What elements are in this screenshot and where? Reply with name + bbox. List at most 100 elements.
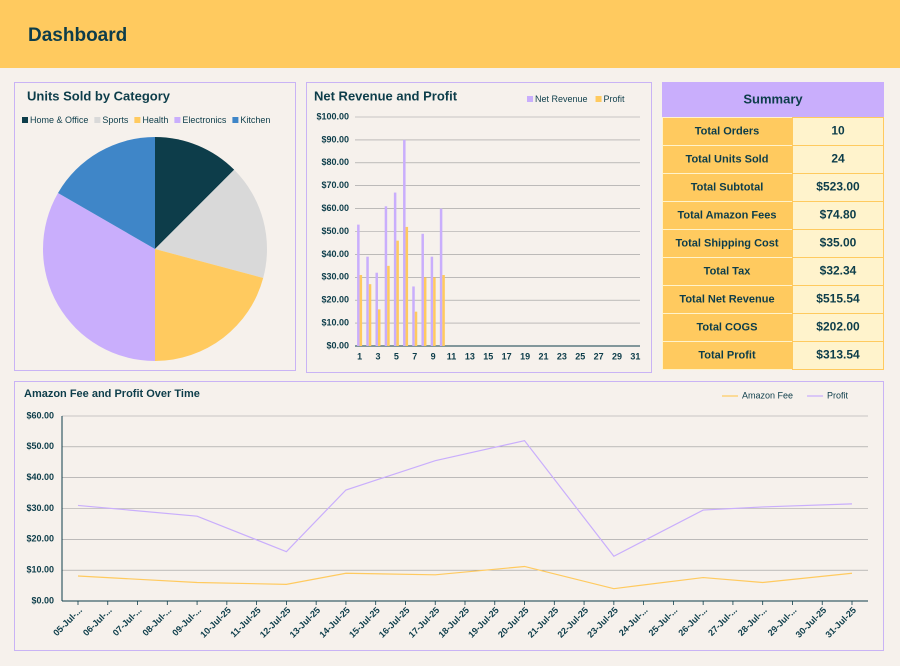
summary-value: 24 [831, 152, 845, 166]
legend-swatch [232, 117, 239, 123]
chart-title: Units Sold by Category [27, 88, 171, 103]
summary-label-cell [662, 285, 793, 314]
bar [433, 277, 436, 346]
x-tick-label: 11 [447, 351, 457, 361]
bar [414, 311, 418, 346]
legend-label: Health [142, 115, 168, 125]
summary-value-cell [792, 117, 884, 146]
bar [403, 139, 406, 346]
bar [442, 275, 445, 346]
summary-label: Total Units Sold [686, 153, 769, 165]
summary-label-cell [662, 173, 793, 202]
x-tick-label: 5 [394, 351, 399, 361]
summary-title: Summary [743, 91, 803, 106]
legend-label: Net Revenue [535, 94, 588, 104]
summary-value: $523.00 [816, 180, 860, 194]
x-tick-label: 31 [630, 351, 640, 361]
x-tick-label: 1 [357, 351, 362, 361]
summary-value-cell [792, 285, 884, 314]
pie-slice [43, 193, 156, 361]
bar [430, 256, 434, 346]
legend-label: Home & Office [30, 115, 88, 125]
bar [396, 240, 399, 346]
y-tick-label: $0.00 [31, 595, 54, 605]
pie-slice [155, 169, 267, 278]
y-tick-label: $20.00 [321, 295, 349, 305]
x-tick-label: 15 [483, 351, 493, 361]
bar [405, 226, 409, 346]
x-tick-label: 21 [538, 351, 548, 361]
panel [14, 381, 884, 651]
summary-value-cell [792, 257, 884, 286]
bar [357, 224, 360, 346]
y-tick-label: $40.00 [26, 472, 54, 482]
bar [359, 275, 363, 346]
summary-value-cell [792, 201, 884, 230]
summary-header [662, 82, 884, 117]
y-tick-label: $50.00 [26, 441, 54, 451]
line [77, 439, 853, 558]
x-tick-label: 3 [375, 351, 380, 361]
legend-label: Kitchen [240, 115, 270, 125]
summary-label: Total Net Revenue [679, 293, 774, 305]
summary-value-cell [792, 229, 884, 258]
bar [384, 206, 388, 346]
bar [412, 286, 415, 346]
y-tick-label: $100.00 [316, 111, 349, 121]
legend-swatch [22, 117, 28, 123]
x-tick-label: 23 [557, 351, 567, 361]
legend-swatch [595, 96, 602, 102]
summary-value-cell [792, 341, 884, 370]
header-title: Dashboard [28, 25, 127, 46]
bar [368, 284, 372, 346]
pie-slice [155, 249, 264, 361]
x-tick-label: 27 [594, 351, 604, 361]
summary-label: Total Amazon Fees [677, 209, 776, 221]
y-tick-label: $80.00 [321, 157, 349, 167]
pie-slice [155, 137, 235, 249]
bar [421, 233, 424, 346]
y-tick-label: $50.00 [321, 226, 349, 236]
bar [393, 192, 397, 346]
bar [423, 277, 427, 346]
summary-value: $32.34 [820, 264, 857, 278]
summary-value: $202.00 [816, 320, 860, 334]
y-tick-label: $30.00 [26, 503, 54, 513]
bar [387, 265, 390, 346]
summary-value-cell [792, 145, 884, 174]
x-tick-label: 19 [520, 351, 530, 361]
y-tick-label: $10.00 [26, 565, 54, 575]
summary-label-cell [662, 201, 793, 230]
y-tick-label: $0.00 [326, 340, 349, 350]
header-bar [0, 0, 900, 68]
bar [439, 208, 443, 346]
panel [306, 82, 652, 373]
pie-slice [58, 137, 155, 249]
summary-label: Total Subtotal [691, 181, 764, 193]
x-tick-label: 9 [431, 351, 436, 361]
y-tick-label: $10.00 [321, 317, 349, 327]
x-tick-label: 13 [465, 351, 475, 361]
legend-label: Sports [102, 115, 129, 125]
summary-label-cell [662, 313, 793, 342]
summary-label: Total Shipping Cost [675, 237, 778, 249]
line [77, 565, 853, 590]
y-tick-label: $40.00 [321, 249, 349, 259]
x-tick-label: 17 [502, 351, 512, 361]
y-tick-label: $20.00 [26, 534, 54, 544]
x-tick-label: 29 [612, 351, 622, 361]
chart-title: Amazon Fee and Profit Over Time [24, 388, 200, 400]
y-tick-label: $30.00 [321, 272, 349, 282]
summary-value-cell [792, 313, 884, 342]
summary-value: $35.00 [820, 236, 857, 250]
legend-label: Electronics [182, 115, 227, 125]
summary-value: $74.80 [820, 208, 857, 222]
legend-label: Profit [827, 390, 849, 400]
bar [377, 309, 381, 346]
y-tick-label: $60.00 [26, 410, 54, 420]
summary-label: Total Profit [698, 349, 756, 361]
summary-label-cell [662, 257, 793, 286]
x-tick-label: 7 [412, 351, 417, 361]
legend-label: Amazon Fee [742, 390, 793, 400]
